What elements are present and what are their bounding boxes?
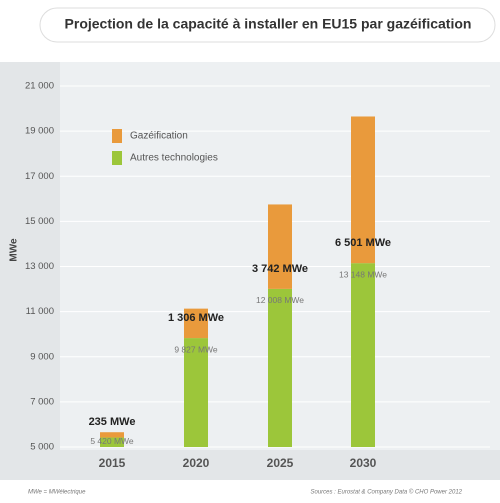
value-label: 9 827 MWe: [174, 344, 218, 354]
x-tick-label: 2025: [267, 456, 294, 470]
value-label: 1 306 MWe: [168, 312, 224, 324]
y-tick-label: 21 000: [25, 81, 54, 92]
bar-segment: [184, 308, 208, 339]
y-tick-label: 15 000: [25, 216, 54, 227]
bar-segment: [268, 288, 292, 447]
category-band: [0, 450, 500, 480]
footnote: MWe = MWélectrique: [28, 490, 86, 496]
value-label: 3 742 MWe: [252, 263, 308, 275]
bar-segment: [100, 437, 124, 447]
legend-swatch: [112, 151, 122, 165]
chart-title: Projection de la capacité à installer en…: [65, 16, 472, 32]
y-tick-label: 13 000: [25, 261, 54, 272]
axis-background: [0, 62, 60, 462]
value-label: 12 008 MWe: [256, 295, 304, 305]
bar-segment: [351, 116, 375, 264]
x-tick-label: 2020: [183, 456, 210, 470]
y-tick-label: 19 000: [25, 126, 54, 137]
title-box: [39, 7, 496, 43]
value-label: 5 420 MWe: [90, 436, 134, 446]
bar-segment: [100, 432, 124, 438]
y-tick-label: 5 000: [30, 442, 54, 453]
y-tick-label: 17 000: [25, 171, 54, 182]
y-tick-label: 11 000: [26, 306, 54, 317]
x-tick-label: 2015: [99, 456, 126, 470]
bar-segment: [268, 204, 292, 289]
y-tick-label: 7 000: [30, 396, 54, 407]
y-axis-label: MWe: [9, 238, 20, 262]
bar-segment: [184, 338, 208, 447]
legend-swatch: [112, 129, 122, 143]
value-label: 235 MWe: [89, 416, 136, 428]
value-label: 13 148 MWe: [339, 269, 387, 279]
legend-label: Autres technologies: [130, 153, 218, 164]
y-tick-label: 9 000: [30, 351, 54, 362]
value-label: 6 501 MWe: [335, 237, 391, 249]
bar-segment: [351, 263, 375, 447]
source: Sources : Eurostat & Company Data © CHO …: [311, 489, 463, 496]
legend-label: Gazéification: [130, 131, 188, 142]
x-tick-label: 2030: [350, 456, 377, 470]
